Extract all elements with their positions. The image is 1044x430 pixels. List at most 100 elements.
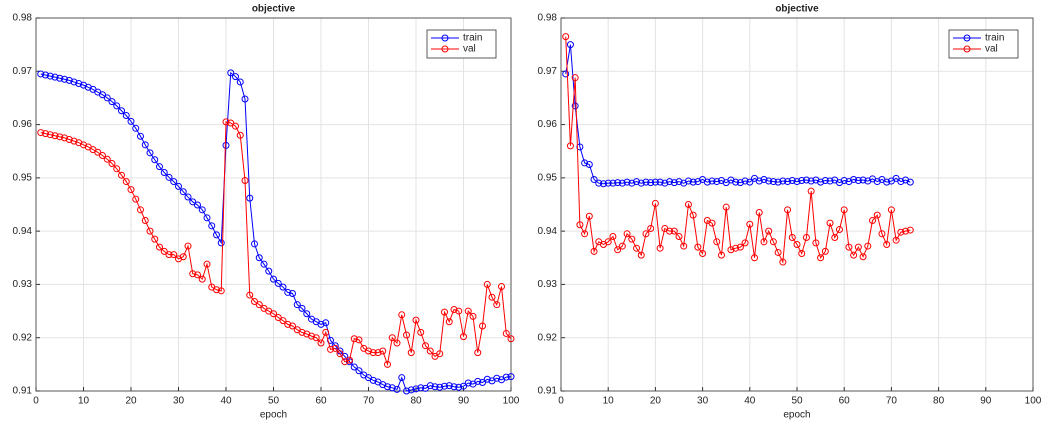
data-point bbox=[312, 334, 320, 342]
data-point bbox=[260, 260, 268, 268]
data-point bbox=[265, 267, 273, 275]
data-point bbox=[590, 247, 598, 255]
legend-label: val bbox=[985, 44, 998, 55]
data-point bbox=[407, 386, 415, 394]
data-point bbox=[826, 177, 834, 185]
data-point bbox=[684, 177, 692, 185]
data-point bbox=[474, 377, 482, 385]
data-point bbox=[156, 163, 163, 171]
data-point bbox=[488, 293, 496, 301]
data-point bbox=[118, 171, 125, 179]
data-point bbox=[460, 333, 467, 341]
data-point bbox=[384, 360, 391, 368]
data-point bbox=[873, 211, 881, 219]
data-point bbox=[398, 311, 406, 319]
data-point bbox=[241, 95, 249, 103]
legend-label: train bbox=[463, 33, 482, 44]
data-point bbox=[274, 279, 282, 287]
data-point bbox=[407, 349, 415, 357]
y-tick-label: 0.95 bbox=[13, 172, 33, 183]
data-point bbox=[727, 246, 735, 254]
data-point bbox=[751, 254, 759, 262]
data-point bbox=[198, 275, 206, 283]
data-point bbox=[132, 195, 140, 203]
data-point bbox=[483, 375, 491, 383]
data-point bbox=[450, 305, 458, 313]
chart-title: objective bbox=[252, 4, 296, 15]
data-point bbox=[179, 253, 187, 261]
y-tick-label: 0.94 bbox=[13, 226, 33, 237]
data-point bbox=[122, 112, 130, 120]
data-point bbox=[732, 244, 740, 252]
data-point bbox=[289, 289, 296, 297]
data-point bbox=[113, 165, 121, 173]
data-point bbox=[270, 310, 277, 318]
x-tick-label: 40 bbox=[744, 396, 756, 407]
data-point bbox=[189, 198, 197, 206]
data-point bbox=[151, 235, 159, 243]
data-point bbox=[604, 238, 612, 246]
data-point bbox=[807, 177, 815, 185]
data-point bbox=[94, 148, 102, 156]
plot-frame bbox=[560, 17, 1034, 392]
data-point bbox=[75, 80, 83, 88]
data-point bbox=[802, 176, 810, 184]
data-point bbox=[246, 291, 254, 299]
data-point bbox=[431, 383, 439, 391]
data-point bbox=[878, 230, 886, 238]
y-tick-label: 0.98 bbox=[538, 13, 558, 24]
data-point bbox=[146, 227, 154, 235]
data-point bbox=[576, 221, 584, 229]
data-point bbox=[779, 177, 787, 185]
data-point bbox=[774, 248, 782, 256]
data-point bbox=[203, 260, 211, 268]
data-point bbox=[455, 383, 463, 391]
data-point bbox=[736, 179, 744, 187]
data-point bbox=[317, 339, 325, 347]
data-point bbox=[151, 156, 159, 164]
data-point bbox=[346, 356, 353, 364]
data-point bbox=[103, 155, 111, 163]
data-point bbox=[821, 177, 829, 185]
data-point bbox=[412, 385, 420, 393]
data-point bbox=[850, 175, 858, 183]
data-point bbox=[755, 208, 763, 216]
data-point bbox=[331, 344, 339, 352]
x-tick-label: 20 bbox=[125, 396, 137, 407]
data-point bbox=[298, 304, 306, 312]
data-point bbox=[571, 102, 579, 110]
data-point bbox=[175, 182, 182, 190]
data-point bbox=[37, 70, 45, 78]
data-point bbox=[845, 243, 853, 251]
x-tick-label: 40 bbox=[220, 396, 232, 407]
y-tick-label: 0.96 bbox=[538, 119, 558, 130]
data-point bbox=[293, 301, 301, 309]
data-point bbox=[628, 235, 636, 243]
data-point bbox=[194, 201, 201, 209]
series-line bbox=[565, 44, 911, 185]
data-point bbox=[56, 74, 64, 82]
data-point bbox=[450, 383, 458, 391]
data-point bbox=[208, 222, 216, 230]
data-point bbox=[213, 231, 220, 239]
data-point bbox=[236, 78, 244, 86]
data-point bbox=[502, 373, 510, 381]
x-tick-label: 50 bbox=[791, 396, 803, 407]
legend-label: val bbox=[463, 44, 476, 55]
data-point bbox=[132, 124, 140, 132]
data-point bbox=[722, 203, 730, 211]
data-point bbox=[127, 117, 135, 125]
y-tick-label: 0.97 bbox=[13, 66, 33, 77]
data-point bbox=[469, 312, 477, 320]
data-point bbox=[642, 230, 650, 238]
x-tick-label: 50 bbox=[268, 396, 280, 407]
data-point bbox=[784, 206, 792, 214]
data-point bbox=[864, 242, 872, 250]
data-point bbox=[859, 253, 867, 261]
data-point bbox=[566, 142, 574, 150]
data-point bbox=[793, 178, 801, 186]
data-point bbox=[108, 98, 116, 106]
data-point bbox=[412, 316, 420, 324]
